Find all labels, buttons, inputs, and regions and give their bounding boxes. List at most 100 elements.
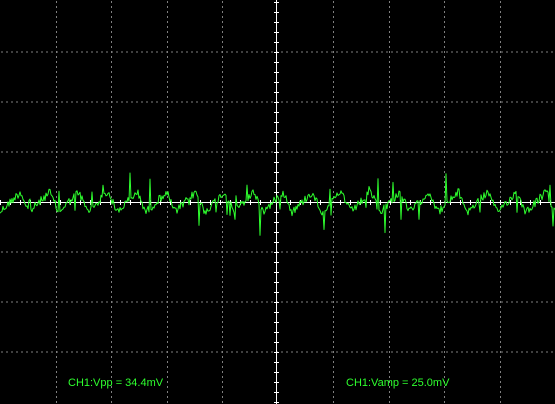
grid-dot bbox=[222, 136, 223, 138]
grid-dot bbox=[186, 51, 188, 53]
grid-dot bbox=[333, 256, 334, 258]
grid-dot bbox=[6, 101, 8, 103]
grid-dot bbox=[167, 396, 168, 398]
grid-dot bbox=[241, 101, 243, 103]
grid-dot bbox=[86, 101, 88, 103]
grid-dot bbox=[436, 101, 438, 103]
grid-dot bbox=[326, 351, 328, 353]
grid-dot bbox=[111, 101, 113, 103]
grid-dot bbox=[391, 151, 393, 153]
grid-dot bbox=[241, 351, 243, 353]
grid-dot bbox=[361, 301, 363, 303]
grid-dot bbox=[226, 301, 228, 303]
grid-dot bbox=[444, 6, 445, 8]
grid-dot bbox=[151, 151, 153, 153]
grid-dot bbox=[56, 141, 57, 143]
grid-dot bbox=[333, 246, 334, 248]
grid-dot bbox=[56, 356, 57, 358]
grid-dot bbox=[406, 51, 408, 53]
grid-dot bbox=[111, 356, 112, 358]
grid-dot bbox=[306, 301, 308, 303]
grid-dot bbox=[186, 301, 188, 303]
grid-dot bbox=[481, 51, 483, 53]
grid-dot bbox=[389, 181, 390, 183]
grid-dot bbox=[222, 331, 223, 333]
grid-dot bbox=[444, 276, 445, 278]
grid-dot bbox=[81, 151, 83, 153]
grid-dot bbox=[251, 101, 253, 103]
grid-dot bbox=[500, 391, 501, 393]
grid-dot bbox=[501, 51, 503, 53]
grid-dot bbox=[389, 161, 390, 163]
grid-dot bbox=[389, 296, 390, 298]
grid-dot bbox=[541, 251, 543, 253]
grid-dot bbox=[500, 351, 501, 353]
grid-dot bbox=[476, 301, 478, 303]
grid-dot bbox=[111, 306, 112, 308]
grid-dot bbox=[101, 251, 103, 253]
grid-dot bbox=[444, 131, 445, 133]
grid-dot bbox=[56, 6, 57, 8]
grid-dot bbox=[131, 51, 133, 53]
grid-dot bbox=[246, 251, 248, 253]
grid-dot bbox=[56, 56, 57, 58]
grid-dot bbox=[444, 326, 445, 328]
grid-dot bbox=[461, 51, 463, 53]
grid-dot bbox=[500, 261, 501, 263]
grid-dot bbox=[111, 126, 112, 128]
grid-dot bbox=[286, 301, 288, 303]
grid-dot bbox=[331, 351, 333, 353]
grid-dot bbox=[500, 131, 501, 133]
grid-dot bbox=[376, 51, 378, 53]
grid-dot bbox=[500, 46, 501, 48]
grid-dot bbox=[111, 96, 112, 98]
grid-dot bbox=[444, 361, 445, 363]
grid-dot bbox=[389, 331, 390, 333]
grid-dot bbox=[500, 191, 501, 193]
grid-dot bbox=[444, 81, 445, 83]
grid-dot bbox=[333, 281, 334, 283]
grid-dot bbox=[381, 351, 383, 353]
grid-dot bbox=[416, 101, 418, 103]
grid-dot bbox=[333, 61, 334, 63]
grid-dot bbox=[222, 376, 223, 378]
grid-dot bbox=[121, 151, 123, 153]
grid-dot bbox=[316, 101, 318, 103]
grid-dot bbox=[16, 51, 18, 53]
ch1-vpp-readout: CH1:Vpp = 34.4mV bbox=[68, 377, 164, 389]
grid-dot bbox=[446, 251, 448, 253]
grid-dot bbox=[11, 101, 13, 103]
grid-dot bbox=[222, 86, 223, 88]
grid-dot bbox=[351, 101, 353, 103]
grid-dot bbox=[431, 351, 433, 353]
grid-dot bbox=[333, 146, 334, 148]
grid-dot bbox=[222, 116, 223, 118]
grid-dot bbox=[66, 101, 68, 103]
grid-dot bbox=[444, 316, 445, 318]
grid-dot bbox=[56, 231, 57, 233]
grid-dot bbox=[421, 151, 423, 153]
grid-dot bbox=[16, 251, 18, 253]
grid-dot bbox=[111, 271, 112, 273]
grid-dot bbox=[406, 351, 408, 353]
grid-dot bbox=[376, 151, 378, 153]
grid-dot bbox=[456, 301, 458, 303]
grid-dot bbox=[167, 106, 168, 108]
grid-dot bbox=[96, 101, 98, 103]
grid-dot bbox=[261, 151, 263, 153]
grid-dot bbox=[444, 111, 445, 113]
grid-dot bbox=[451, 151, 453, 153]
grid-dot bbox=[266, 251, 268, 253]
grid-dot bbox=[316, 251, 318, 253]
grid-dot bbox=[171, 51, 173, 53]
grid-dot bbox=[444, 266, 445, 268]
grid-dot bbox=[222, 6, 223, 8]
grid-dot bbox=[96, 151, 98, 153]
grid-dot bbox=[441, 251, 443, 253]
grid-dot bbox=[167, 221, 168, 223]
grid-dot bbox=[506, 251, 508, 253]
grid-dot bbox=[216, 301, 218, 303]
grid-dot bbox=[222, 41, 223, 43]
grid-dot bbox=[167, 171, 168, 173]
grid-dot bbox=[111, 261, 112, 263]
